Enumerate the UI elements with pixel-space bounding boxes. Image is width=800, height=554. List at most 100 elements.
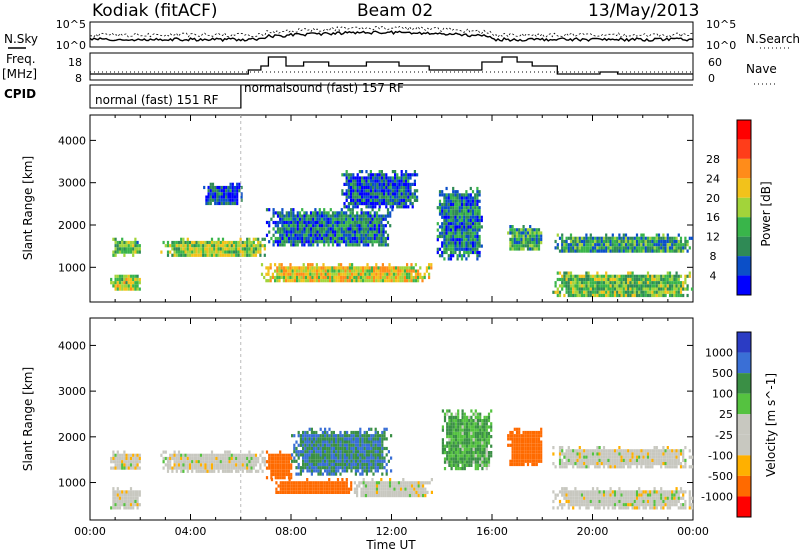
heatmap-cell xyxy=(445,212,448,216)
heatmap-cell xyxy=(421,279,424,283)
heatmap-cell xyxy=(343,182,346,186)
colorbar-tick-label: 20 xyxy=(706,192,720,205)
heatmap-cell xyxy=(272,227,275,231)
heatmap-cell xyxy=(403,275,406,280)
heatmap-cell xyxy=(383,430,386,435)
heatmap-cell xyxy=(326,266,329,270)
heatmap-cell xyxy=(343,173,346,177)
heatmap-cell xyxy=(281,476,284,480)
heatmap-cell xyxy=(211,198,215,202)
heatmap-cell xyxy=(476,196,479,200)
heatmap-cell xyxy=(354,195,357,199)
heatmap-cell xyxy=(463,193,466,197)
heatmap-cell xyxy=(478,199,481,203)
heatmap-cell xyxy=(363,434,366,438)
heatmap-cell xyxy=(448,428,451,432)
heatmap-cell xyxy=(289,279,292,283)
heatmap-cell xyxy=(335,472,338,476)
heatmap-cell xyxy=(206,244,209,248)
heatmap-cell xyxy=(310,462,313,467)
heatmap-cell xyxy=(132,244,135,248)
heatmap-cell xyxy=(197,250,200,254)
heatmap-cell xyxy=(237,466,240,470)
heatmap-cell xyxy=(476,467,480,471)
heatmap-cell xyxy=(313,466,316,470)
heatmap-cell xyxy=(457,460,460,464)
heatmap-cell xyxy=(340,224,343,228)
heatmap-cell xyxy=(578,290,581,294)
heatmap-cell xyxy=(325,214,328,218)
heatmap-cell xyxy=(664,281,667,285)
heatmap-cell xyxy=(507,443,510,447)
heatmap-cell xyxy=(125,240,128,245)
heatmap-cell xyxy=(370,469,373,473)
heatmap-cell xyxy=(476,441,480,445)
heatmap-cell xyxy=(459,457,462,461)
heatmap-cell xyxy=(312,230,315,234)
heatmap-cell xyxy=(682,284,685,288)
heatmap-cell xyxy=(403,269,406,273)
heatmap-cell xyxy=(272,453,275,457)
heatmap-cell xyxy=(600,239,603,244)
heatmap-cell xyxy=(326,450,329,454)
heatmap-cell xyxy=(250,240,253,245)
heatmap-cell xyxy=(387,195,390,199)
heatmap-cell xyxy=(385,469,388,473)
heatmap-cell xyxy=(591,284,595,288)
heatmap-cell xyxy=(116,487,119,491)
heatmap-cell xyxy=(369,211,372,215)
heatmap-cell xyxy=(326,275,329,280)
heatmap-cell xyxy=(471,199,475,203)
heatmap-cell xyxy=(304,450,307,454)
heatmap-cell xyxy=(465,422,469,426)
heatmap-cell xyxy=(281,240,284,244)
heatmap-cell xyxy=(127,250,130,254)
heatmap-cell xyxy=(221,240,225,245)
heatmap-cell xyxy=(341,450,344,454)
heatmap-cell xyxy=(443,247,446,251)
heatmap-cell xyxy=(232,463,236,467)
heatmap-cell xyxy=(616,287,619,291)
heatmap-cell xyxy=(296,220,299,225)
heatmap-cell xyxy=(362,494,365,498)
heatmap-cell xyxy=(554,284,557,288)
heatmap-cell xyxy=(367,189,370,193)
heatmap-cell xyxy=(279,453,282,457)
heatmap-cell xyxy=(406,272,409,276)
heatmap-cell xyxy=(511,231,514,235)
heatmap-cell xyxy=(327,214,330,218)
heatmap-cell xyxy=(474,222,477,226)
heatmap-cell xyxy=(567,243,570,247)
heatmap-cell xyxy=(460,209,464,213)
heatmap-cell xyxy=(306,440,309,444)
heatmap-cell xyxy=(513,234,516,238)
heatmap-cell xyxy=(445,250,448,255)
heatmap-cell xyxy=(280,269,283,273)
heatmap-cell xyxy=(325,211,328,215)
heatmap-cell xyxy=(374,466,377,470)
heatmap-cell xyxy=(611,290,614,294)
heatmap-cell xyxy=(287,266,290,270)
heatmap-cell xyxy=(456,231,459,235)
heatmap-cell xyxy=(329,236,332,241)
heatmap-cell xyxy=(378,198,381,202)
heatmap-cell xyxy=(589,290,592,294)
heatmap-cell xyxy=(315,440,318,444)
heatmap-cell xyxy=(441,234,444,239)
heatmap-cell xyxy=(478,190,481,194)
heatmap-cell xyxy=(248,466,251,470)
heatmap-cell xyxy=(396,195,399,199)
heatmap-cell xyxy=(386,481,389,485)
heatmap-cell xyxy=(458,206,461,210)
heatmap-cell xyxy=(468,422,471,426)
heatmap-cell xyxy=(289,266,292,270)
heatmap-cell xyxy=(299,481,302,485)
heatmap-cell xyxy=(379,275,382,280)
heatmap-cell xyxy=(362,224,365,228)
heatmap-cell xyxy=(347,182,350,186)
heatmap-cell xyxy=(460,222,464,226)
heatmap-cell xyxy=(301,220,304,225)
heatmap-cell xyxy=(605,239,608,244)
heatmap-cell xyxy=(467,193,470,197)
heatmap-cell xyxy=(307,217,310,221)
